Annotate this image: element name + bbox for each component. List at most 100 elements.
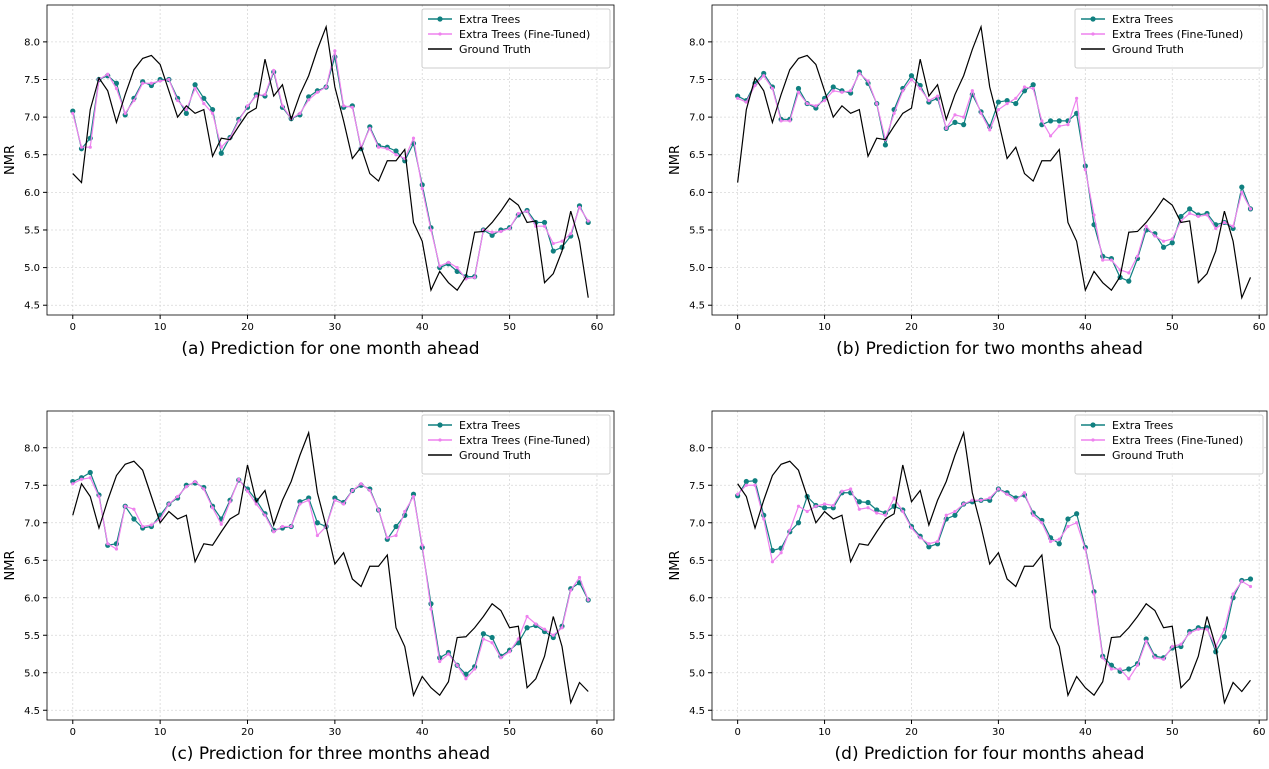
point xyxy=(542,627,547,631)
point xyxy=(1048,134,1053,138)
point xyxy=(394,533,398,538)
point xyxy=(167,77,171,82)
point xyxy=(796,90,801,94)
point xyxy=(1022,491,1027,495)
point xyxy=(1231,592,1235,596)
point xyxy=(245,489,250,493)
point xyxy=(499,229,503,234)
point xyxy=(210,111,215,115)
legend-label: Ground Truth xyxy=(1112,43,1184,56)
x-tick-label: 20 xyxy=(905,322,918,333)
legend-box xyxy=(1074,414,1264,475)
point xyxy=(1196,214,1200,219)
point xyxy=(394,153,398,157)
y-axis-label: NMR xyxy=(3,551,18,581)
point xyxy=(856,499,862,505)
point xyxy=(184,485,188,489)
point xyxy=(542,224,547,228)
point xyxy=(1247,576,1254,582)
point xyxy=(962,502,966,506)
point xyxy=(996,487,1001,491)
point xyxy=(411,494,416,499)
series-line xyxy=(72,430,589,705)
x-tick-label: 0 xyxy=(70,727,76,738)
point xyxy=(1222,627,1227,631)
point xyxy=(770,86,775,91)
legend-label: Extra Trees xyxy=(1112,13,1173,26)
legend-marker xyxy=(1090,16,1096,22)
point xyxy=(438,659,442,664)
point xyxy=(1144,639,1148,643)
point xyxy=(762,74,766,78)
y-tick-label: 7.0 xyxy=(24,113,40,124)
point xyxy=(586,598,590,602)
point xyxy=(254,502,258,506)
y-tick-label: 6.5 xyxy=(689,556,705,567)
point xyxy=(1127,271,1131,275)
point xyxy=(1075,96,1079,100)
point xyxy=(569,588,573,592)
point xyxy=(961,122,967,128)
point xyxy=(114,547,119,551)
x-tick-label: 40 xyxy=(416,322,429,333)
point xyxy=(1040,119,1044,123)
x-tick-label: 10 xyxy=(818,727,831,738)
y-tick-label: 7.5 xyxy=(24,75,40,86)
point xyxy=(1040,521,1044,525)
point xyxy=(918,536,922,540)
y-tick-label: 8.0 xyxy=(24,37,40,48)
point xyxy=(1205,627,1209,631)
point xyxy=(1031,513,1035,517)
subplot: 4.5 5.0 5.5 6.0 6.5 7.0 7.5 8.0 0 10 20 30 40 50 60 NMR… xyxy=(3,410,615,764)
legend-marker xyxy=(437,16,443,22)
point xyxy=(1178,213,1184,220)
point xyxy=(857,507,861,511)
point xyxy=(1057,124,1061,128)
point xyxy=(1092,213,1096,217)
point xyxy=(1135,663,1140,667)
point xyxy=(385,536,389,540)
point xyxy=(970,498,974,502)
x-tick-label: 10 xyxy=(154,727,167,738)
y-tick-label: 6.0 xyxy=(689,593,705,604)
x-tick-label: 10 xyxy=(154,322,167,333)
point xyxy=(272,530,276,534)
legend-label: Extra Trees xyxy=(459,419,520,432)
point xyxy=(71,482,75,486)
point xyxy=(1066,524,1070,529)
point xyxy=(1118,667,1122,671)
y-axis-label: NMR xyxy=(3,145,18,175)
y-tick-label: 7.5 xyxy=(689,481,705,492)
axes-frame xyxy=(46,4,615,316)
point xyxy=(184,107,188,112)
point xyxy=(228,500,232,504)
point xyxy=(1187,206,1193,212)
point xyxy=(1169,240,1175,246)
point xyxy=(735,93,741,99)
legend-marker xyxy=(1090,422,1096,428)
x-tick-label: 40 xyxy=(1079,727,1092,738)
point xyxy=(761,70,767,77)
point xyxy=(410,491,417,497)
series-line xyxy=(72,471,589,676)
point xyxy=(1074,511,1080,517)
point xyxy=(289,524,293,529)
x-tick-label: 50 xyxy=(503,727,516,738)
point xyxy=(176,494,180,499)
point xyxy=(455,265,459,270)
point xyxy=(1153,234,1157,238)
point xyxy=(376,145,381,149)
point xyxy=(866,79,870,83)
series-line xyxy=(737,430,1251,705)
point xyxy=(333,49,337,53)
x-tick-label: 60 xyxy=(1253,727,1266,738)
point xyxy=(1230,225,1236,232)
point xyxy=(769,547,776,554)
x-tick-label: 0 xyxy=(70,322,76,333)
point xyxy=(123,504,127,508)
point xyxy=(245,104,250,108)
point xyxy=(114,86,119,91)
point xyxy=(1126,666,1132,672)
point xyxy=(995,99,1002,105)
point xyxy=(1030,82,1036,88)
